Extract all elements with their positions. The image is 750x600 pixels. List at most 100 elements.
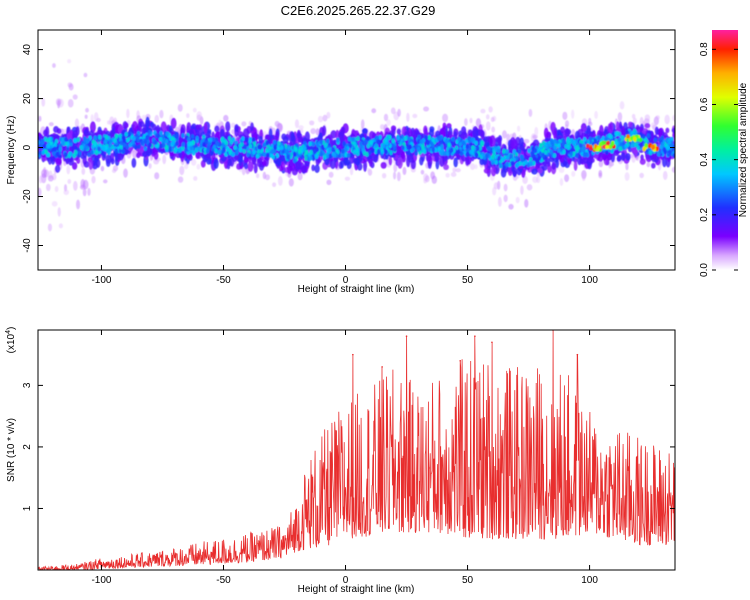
spectrogram-cell (132, 136, 136, 142)
spectrogram-cell (204, 152, 212, 159)
spectrogram-cell (562, 149, 566, 155)
spectrogram-cell (671, 127, 675, 134)
spectrogram-cell (72, 94, 78, 100)
spectrogram-cell (244, 137, 249, 143)
spectrogram-cell (650, 153, 657, 160)
spectrogram-cell (585, 143, 590, 149)
spectrogram-cell (470, 163, 476, 170)
spectrogram-cell (355, 150, 360, 156)
spectrogram-cell (545, 144, 550, 150)
spectrogram-cell (381, 172, 387, 179)
spectrogram-cell (450, 140, 455, 146)
spectrogram-cell (642, 147, 646, 152)
spectrogram-cell (528, 157, 533, 163)
spectrogram-cell (181, 133, 185, 139)
spectrogram-cell (368, 149, 372, 155)
spectrogram-cell (52, 146, 57, 152)
spectrogram-cell (252, 149, 256, 155)
spectrogram-cell (297, 148, 302, 154)
spectrogram-cell (105, 154, 112, 164)
spectrogram-cell (45, 183, 51, 192)
spectrogram-cell (360, 119, 365, 129)
spectrogram-cell (347, 136, 352, 142)
spectrogram-cell (57, 207, 61, 217)
spectrogram-cell (226, 163, 231, 170)
spectrogram-cell (363, 140, 367, 146)
spectrogram-cell (417, 139, 421, 145)
spectrogram-cell (277, 176, 283, 186)
spectrogram-cell (530, 150, 535, 156)
spectrogram-cell (376, 139, 380, 145)
spectrogram-cell (304, 131, 310, 143)
spectrogram-cell (66, 164, 71, 175)
spectrogram-cell (76, 137, 81, 143)
spectrogram-cell (543, 149, 548, 155)
spectrogram-cell (88, 159, 93, 170)
spectrogram-cell (536, 176, 541, 184)
spectrogram-cell (196, 146, 201, 152)
spectrogram-cell (205, 148, 210, 154)
spectrogram-cell (38, 115, 42, 122)
spectrogram-cell (335, 137, 340, 143)
spectrogram-cell (533, 148, 538, 154)
spectrogram-cell (551, 161, 556, 170)
spectrogram-cell (287, 163, 292, 175)
spectrogram-cell (85, 107, 89, 113)
spectrogram-cell (340, 159, 345, 169)
spectrogram-cell (391, 138, 396, 144)
spectrogram-cell (515, 196, 520, 204)
spectrogram-cell (104, 134, 109, 140)
spectrogram-cell (93, 142, 97, 148)
spectrogram-cell (315, 142, 320, 148)
spectrogram-cell (485, 114, 490, 120)
spectrogram-cell (38, 150, 43, 156)
spectrogram-cell (465, 144, 470, 150)
spectrogram-cell (487, 146, 491, 152)
spectrogram-cell (177, 176, 184, 183)
spectrogram-cell (344, 147, 348, 153)
spectrogram-cell (379, 124, 385, 130)
spectrogram-cell (51, 201, 58, 207)
spectrogram-cell (226, 146, 230, 152)
spectrogram-cell (298, 125, 304, 130)
spectrogram-cell (582, 156, 589, 164)
figure-title: C2E6.2025.265.22.37.G29 (281, 3, 436, 18)
spectrogram-cell (578, 143, 583, 149)
spectrogram-cell (97, 146, 101, 152)
spectrogram-cell (505, 155, 510, 161)
spectrogram-cell (53, 133, 60, 142)
spectrogram-cell (517, 125, 521, 132)
spectrogram-cell (294, 119, 300, 129)
spectrogram-cell (175, 133, 179, 139)
spectrogram-cell (178, 147, 182, 153)
spectrogram-cell (442, 113, 449, 123)
spectrogram-cell (87, 152, 91, 158)
spectrogram-cell (291, 134, 296, 144)
spectrogram-cell (162, 154, 167, 165)
spectrogram-cell (272, 139, 277, 145)
spectrogram-cell (90, 114, 94, 124)
spectrogram-cell (417, 134, 421, 140)
spectrogram-cell (262, 142, 266, 148)
spectrogram-cell (352, 141, 357, 147)
spectrogram-cell (457, 136, 461, 142)
spectrogram-cell (189, 141, 194, 147)
spectrogram-cell (369, 139, 374, 145)
spectrogram-cell (459, 151, 464, 157)
spectrogram-cell (151, 123, 157, 131)
spectrogram-cell (625, 130, 630, 136)
spectrogram-cell (512, 157, 516, 163)
spectrogram-cell (40, 138, 44, 144)
spectrogram-cell (309, 155, 313, 161)
spectrogram-cell (193, 176, 198, 181)
spectrogram-cell (574, 153, 579, 159)
spectrogram-cell (514, 162, 519, 168)
spectrogram-cell (529, 161, 533, 167)
spectrogram-cell (42, 143, 46, 149)
spectrogram-x-tick-label: 100 (581, 275, 598, 286)
spectrogram-cell (382, 143, 386, 149)
spectrogram-cell (52, 63, 56, 68)
spectrogram-cell (450, 172, 457, 177)
spectrogram-cell (84, 114, 88, 119)
spectrogram-cell (571, 170, 576, 177)
